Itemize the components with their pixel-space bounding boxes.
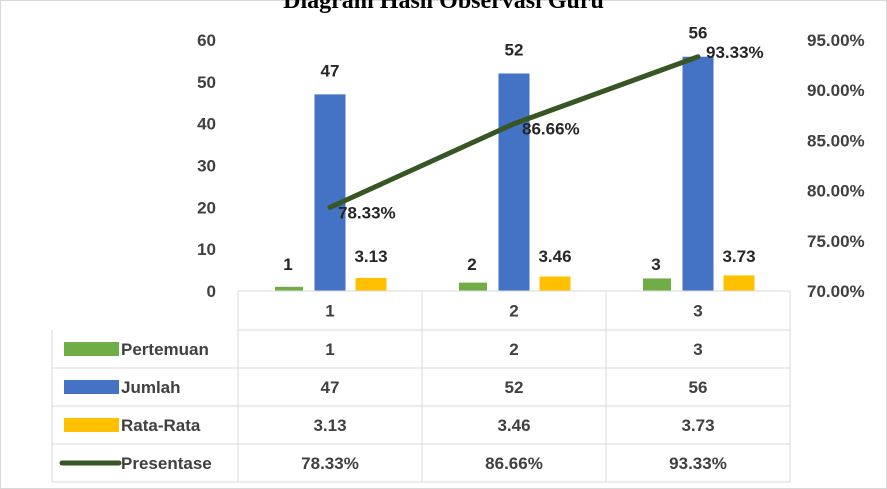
table-header-cell: 1 <box>325 302 334 321</box>
table-row-label: Rata-Rata <box>121 416 201 435</box>
table-cell: 47 <box>321 378 340 397</box>
bar-pertemuan <box>459 282 487 291</box>
table-row-label: Jumlah <box>121 378 181 397</box>
table-header-cell: 2 <box>509 302 518 321</box>
bar-pertemuan <box>275 286 303 291</box>
data-label-pertemuan: 1 <box>283 255 292 274</box>
table-cell: 52 <box>505 378 524 397</box>
bars-layer <box>275 56 755 291</box>
data-label-jumlah: 47 <box>321 61 340 80</box>
y-right-tick: 70.00% <box>807 282 865 301</box>
table-cell: 2 <box>509 340 518 359</box>
y-left-tick: 60 <box>197 31 216 50</box>
y-right-tick: 85.00% <box>807 131 865 150</box>
data-table: 1 2 3 Pertemuan 1 2 3 Jumlah 47 52 56 Rata-Rata 3.13… <box>51 291 791 483</box>
bar-pertemuan <box>643 278 671 291</box>
legend-key-pertemuan <box>64 342 119 356</box>
bar-rata-rata <box>355 277 387 291</box>
line-presentase <box>327 54 701 210</box>
bar-rata-rata <box>723 275 755 291</box>
axes-layer: 0 10 20 30 40 50 60 70.00% 75.00% 80.00% 85.00% 90.… <box>197 31 865 301</box>
legend-key-rata-rata <box>64 418 119 432</box>
bar-rata-rata <box>539 276 571 291</box>
table-cell: 56 <box>689 378 708 397</box>
table-cell: 3.46 <box>497 416 530 435</box>
y-right-tick: 95.00% <box>807 31 865 50</box>
table-cell: 3.13 <box>313 416 346 435</box>
data-label-pertemuan: 3 <box>651 255 660 274</box>
bar-jumlah <box>498 73 530 291</box>
y-left-tick: 50 <box>197 73 216 92</box>
data-label-jumlah: 56 <box>689 24 708 43</box>
y-right-tick: 90.00% <box>807 81 865 100</box>
data-label-rata-rata: 3.13 <box>354 247 387 266</box>
data-label-pertemuan: 2 <box>467 255 476 274</box>
y-left-tick: 20 <box>197 198 216 217</box>
table-cell: 3.73 <box>681 416 714 435</box>
chart-title: Diagram Hasil Observasi Guru <box>283 0 604 14</box>
data-label-presentase: 86.66% <box>522 120 580 139</box>
y-right-tick: 75.00% <box>807 232 865 251</box>
y-left-tick: 30 <box>197 157 216 176</box>
table-row-label: Presentase <box>121 454 212 473</box>
y-left-tick: 0 <box>207 282 216 301</box>
table-cell: 1 <box>325 340 334 359</box>
bar-jumlah <box>682 56 714 291</box>
data-label-presentase: 78.33% <box>338 203 396 222</box>
bar-jumlah <box>314 94 346 291</box>
legend-key-jumlah <box>64 380 119 394</box>
data-label-presentase: 93.33% <box>706 43 764 62</box>
table-cell: 78.33% <box>301 454 359 473</box>
table-cell: 93.33% <box>669 454 727 473</box>
y-left-tick: 40 <box>197 115 216 134</box>
y-right-tick: 80.00% <box>807 182 865 201</box>
y-left-tick: 10 <box>197 240 216 259</box>
table-row-label: Pertemuan <box>121 340 209 359</box>
line-layer <box>327 54 701 210</box>
table-cell: 3 <box>693 340 702 359</box>
data-label-rata-rata: 3.73 <box>722 247 755 266</box>
data-label-jumlah: 52 <box>505 40 524 59</box>
table-header-cell: 3 <box>693 302 702 321</box>
labels-layer: 1 2 3 47 52 56 3.13 3.46 3.73 78.33% 86.66% 93.33% <box>283 24 763 274</box>
data-label-rata-rata: 3.46 <box>538 247 571 266</box>
table-cell: 86.66% <box>485 454 543 473</box>
